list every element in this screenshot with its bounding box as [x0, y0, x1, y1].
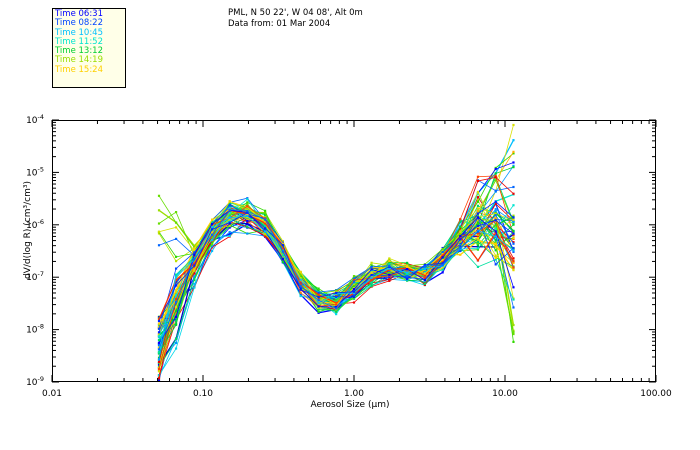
- svg-text:10-4: 10-4: [26, 113, 44, 126]
- svg-text:100.00: 100.00: [640, 389, 672, 399]
- x-axis-label: Aerosol Size (μm): [310, 400, 390, 410]
- svg-text:0.10: 0.10: [193, 389, 213, 399]
- legend-item: Time 14:19: [55, 55, 103, 66]
- svg-text:10-9: 10-9: [26, 375, 44, 388]
- legend-item: Time 15:24: [55, 64, 103, 75]
- svg-text:1.00: 1.00: [344, 389, 364, 399]
- svg-text:10.00: 10.00: [492, 389, 518, 399]
- page-title: PML, N 50 22', W 04 08', Alt 0m: [228, 8, 363, 18]
- y-axis-label: dV/d(log R) (cm³/cm³): [23, 180, 33, 280]
- legend-item: Time 10:45: [55, 27, 103, 38]
- legend-item: Time 13:12: [55, 46, 103, 57]
- chart-title-block: PML, N 50 22', W 04 08', Alt 0m Data fro…: [228, 8, 363, 30]
- legend-item: Time 11:52: [55, 36, 103, 47]
- legend-item: Time 06:31: [55, 9, 103, 19]
- svg-text:10-8: 10-8: [26, 323, 44, 336]
- legend-item: Time 08:22: [55, 18, 103, 29]
- svg-text:0.01: 0.01: [42, 389, 62, 399]
- chart-subtitle: Data from: 01 Mar 2004: [228, 19, 331, 29]
- legend: Time 06:31 Time 08:22 Time 10:45 Time 11…: [52, 8, 126, 88]
- plot-area: [52, 120, 656, 382]
